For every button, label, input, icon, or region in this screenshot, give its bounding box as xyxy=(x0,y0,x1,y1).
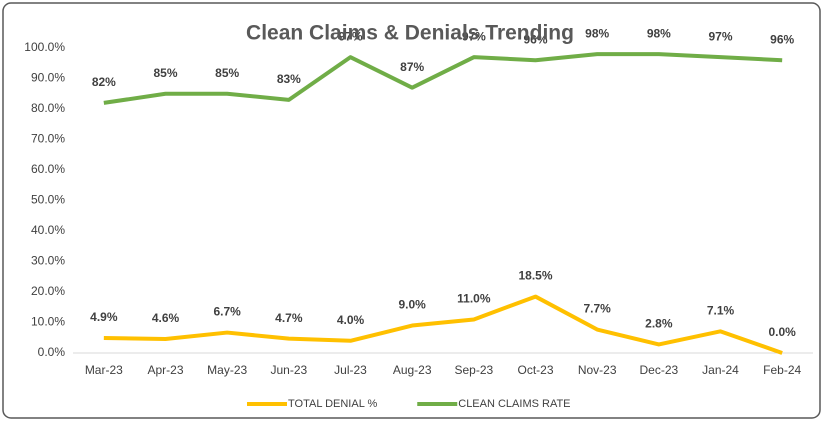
y-tick-label: 0.0% xyxy=(38,345,66,359)
x-tick-label: Dec-23 xyxy=(639,363,678,377)
data-label: 11.0% xyxy=(457,292,491,306)
data-label: 18.5% xyxy=(518,269,552,283)
data-label: 82% xyxy=(92,75,116,89)
x-tick-label: Mar-23 xyxy=(85,363,123,377)
series-line xyxy=(103,52,783,105)
y-tick-label: 80.0% xyxy=(31,101,65,115)
data-label: 0.0% xyxy=(768,325,796,339)
data-label: 4.7% xyxy=(275,311,303,325)
legend-label: CLEAN CLAIMS RATE xyxy=(458,398,570,410)
x-tick-label: Jul-23 xyxy=(334,363,367,377)
data-label: 7.7% xyxy=(583,302,611,316)
data-label: 98% xyxy=(585,26,609,40)
x-tick-label: Nov-23 xyxy=(578,363,617,377)
x-tick-label: May-23 xyxy=(207,363,247,377)
data-label: 97% xyxy=(338,29,362,43)
data-label: 87% xyxy=(400,60,424,74)
series-line xyxy=(103,294,783,355)
data-label: 6.7% xyxy=(213,305,241,319)
data-label: 97% xyxy=(708,29,732,43)
data-label: 4.9% xyxy=(90,310,118,324)
data-label: 4.6% xyxy=(152,311,180,325)
y-tick-label: 70.0% xyxy=(31,132,65,146)
data-label: 97% xyxy=(462,29,486,43)
data-label: 85% xyxy=(153,66,177,80)
data-label: 98% xyxy=(647,26,671,40)
x-tick-label: Sep-23 xyxy=(454,363,493,377)
y-tick-label: 40.0% xyxy=(31,223,65,237)
x-tick-label: Jun-23 xyxy=(270,363,307,377)
chart-title: Clean Claims & Denials Trending xyxy=(246,22,574,45)
x-tick-label: Oct-23 xyxy=(517,363,553,377)
data-label: 9.0% xyxy=(398,298,426,312)
data-label: 96% xyxy=(770,32,794,46)
y-tick-label: 90.0% xyxy=(31,71,65,85)
y-tick-label: 20.0% xyxy=(31,284,65,298)
x-tick-label: Aug-23 xyxy=(393,363,432,377)
y-tick-label: 10.0% xyxy=(31,315,65,329)
data-label: 96% xyxy=(523,32,547,46)
y-tick-label: 30.0% xyxy=(31,254,65,268)
x-tick-label: Jan-24 xyxy=(702,363,739,377)
data-label: 4.0% xyxy=(337,313,365,327)
y-tick-label: 60.0% xyxy=(31,162,65,176)
y-tick-label: 100.0% xyxy=(24,40,65,54)
data-label: 83% xyxy=(277,72,301,86)
data-label: 2.8% xyxy=(645,317,673,331)
legend-label: TOTAL DENIAL % xyxy=(288,398,377,410)
x-tick-label: Apr-23 xyxy=(147,363,183,377)
data-label: 85% xyxy=(215,66,239,80)
y-tick-label: 50.0% xyxy=(31,193,65,207)
data-label: 7.1% xyxy=(707,304,735,318)
x-tick-label: Feb-24 xyxy=(763,363,801,377)
